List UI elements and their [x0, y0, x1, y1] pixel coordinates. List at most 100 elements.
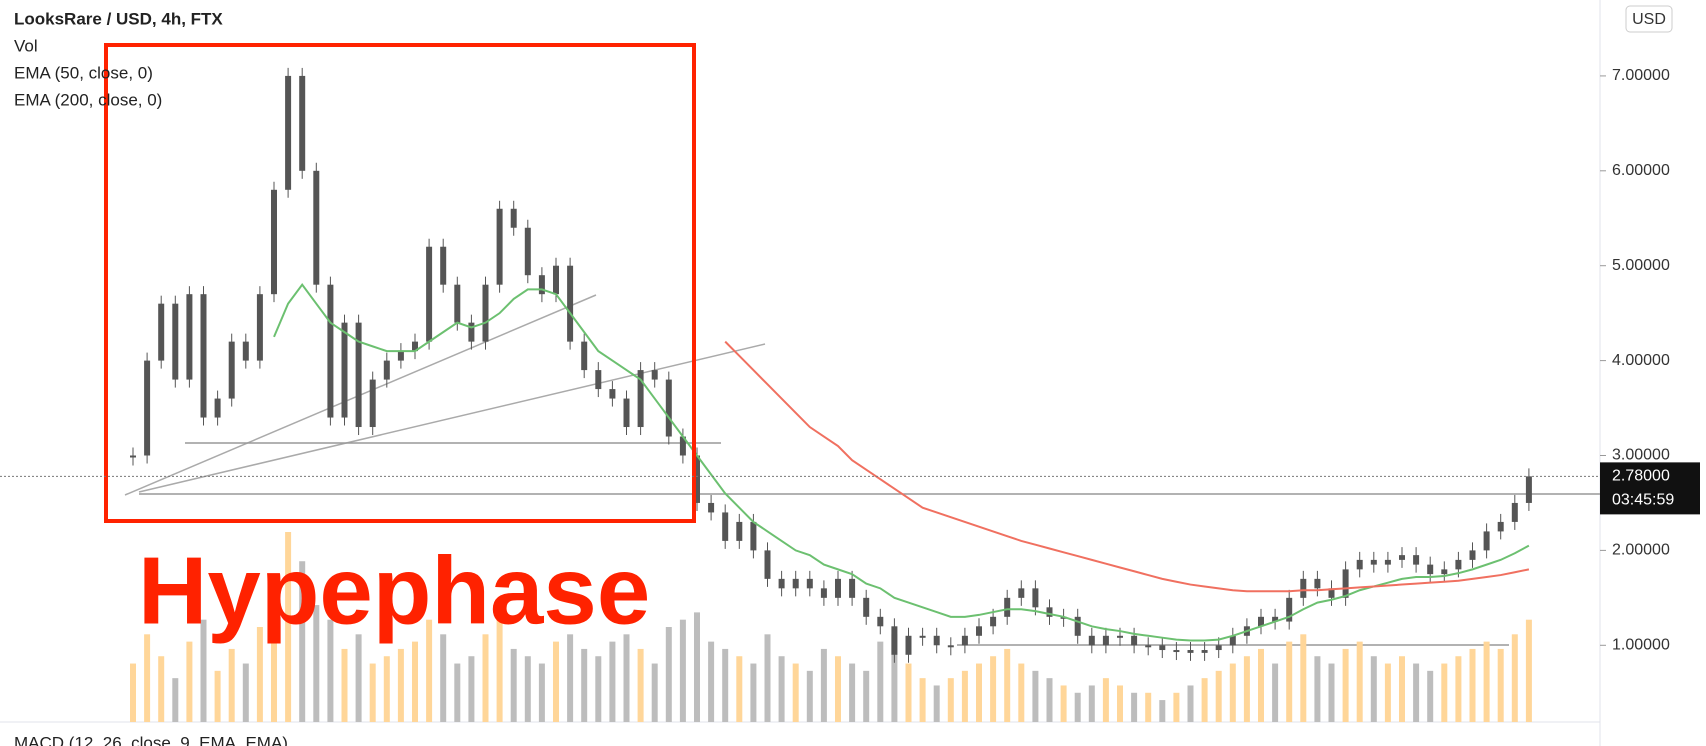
- candle: [1131, 635, 1138, 646]
- volume-bar: [1004, 648, 1011, 722]
- volume-bar: [1145, 692, 1152, 722]
- volume-bar: [708, 641, 715, 722]
- volume-bar: [242, 663, 249, 722]
- volume-bar: [947, 678, 954, 722]
- volume-bar: [1300, 634, 1307, 722]
- currency[interactable]: USD: [1632, 11, 1666, 28]
- candle: [736, 521, 743, 541]
- candle: [1032, 588, 1039, 608]
- candle: [1046, 607, 1053, 617]
- volume-bar: [835, 656, 841, 722]
- candle: [891, 626, 898, 655]
- volume-bar: [806, 670, 813, 722]
- candle: [990, 616, 997, 627]
- candle: [1215, 645, 1222, 651]
- volume-bar: [849, 663, 856, 722]
- volume-bar: [1060, 685, 1067, 722]
- volume-bar: [1187, 685, 1194, 722]
- volume-bar: [1215, 670, 1222, 722]
- volume-bar: [172, 678, 179, 722]
- volume-bar: [1314, 656, 1321, 722]
- candle: [397, 351, 404, 361]
- volume-bar: [468, 656, 475, 722]
- volume-bar: [609, 641, 616, 722]
- last-price-box: [1600, 462, 1700, 515]
- y-tick-label: 5.00000: [1612, 257, 1670, 274]
- volume-bar: [130, 663, 136, 722]
- volume-bar: [1159, 700, 1166, 722]
- volume-bar: [665, 627, 672, 722]
- trend-line: [138, 343, 766, 493]
- volume-bar: [736, 656, 743, 722]
- candle: [1356, 559, 1363, 570]
- candle: [609, 389, 616, 399]
- volume-bar: [482, 634, 489, 722]
- candle: [200, 294, 207, 418]
- volume-bar: [496, 605, 503, 722]
- macd-label: MACD (12, 26, close, 9, EMA, EMA): [14, 733, 288, 746]
- highlight-box: [104, 43, 696, 523]
- volume-bar: [1074, 692, 1081, 722]
- currency-box[interactable]: [1625, 5, 1673, 33]
- candle: [1497, 521, 1504, 532]
- candle: [1441, 569, 1448, 575]
- candle: [1201, 650, 1208, 653]
- volume-bar: [1272, 663, 1279, 722]
- candle: [933, 635, 940, 646]
- volume-bar: [905, 663, 912, 722]
- volume-bar: [327, 619, 334, 722]
- candle: [369, 379, 376, 428]
- volume-bar: [510, 648, 517, 722]
- candle: [1469, 550, 1476, 560]
- candle: [1074, 616, 1081, 636]
- candle: [186, 294, 193, 380]
- volume-bar: [144, 634, 151, 722]
- volume-bar: [186, 641, 193, 722]
- volume-bar: [1511, 634, 1518, 722]
- candle: [849, 578, 856, 598]
- candle: [510, 208, 517, 228]
- volume-bar: [1201, 678, 1208, 722]
- volume-bar: [1399, 656, 1405, 722]
- volume-bar: [1328, 663, 1335, 722]
- volume-bar: [1229, 663, 1236, 722]
- candle: [623, 398, 630, 428]
- volume-bar: [1032, 670, 1039, 722]
- volume-bar: [919, 678, 926, 722]
- volume-bar: [313, 605, 320, 722]
- volume-bar: [1088, 685, 1095, 722]
- candle: [1413, 555, 1420, 565]
- candle: [271, 189, 277, 295]
- candle: [1384, 559, 1391, 565]
- candle: [496, 208, 503, 285]
- candle: [299, 75, 306, 171]
- volume-bar: [1131, 692, 1138, 722]
- volume-bar: [426, 619, 433, 722]
- candle: [1399, 555, 1405, 560]
- volume-bar: [1356, 641, 1363, 722]
- candle: [976, 626, 982, 636]
- indicator-label: EMA (200, close, 0): [14, 90, 162, 109]
- volume-bar: [595, 656, 602, 722]
- candle: [1328, 588, 1335, 598]
- candle: [1525, 476, 1532, 503]
- candle: [214, 398, 221, 418]
- candle: [820, 588, 827, 598]
- candle: [172, 303, 179, 380]
- volume-bar: [454, 663, 461, 722]
- y-tick-label: 7.00000: [1612, 67, 1670, 84]
- candle: [722, 512, 729, 541]
- candle: [1511, 502, 1518, 522]
- volume-bar: [891, 634, 898, 722]
- candle: [355, 322, 362, 428]
- candle: [877, 616, 884, 627]
- volume-bar: [694, 612, 700, 722]
- volume-bar: [1046, 678, 1053, 722]
- candle: [947, 645, 954, 648]
- candle: [454, 284, 461, 323]
- volume-bar: [1018, 663, 1025, 722]
- last-price-label: 2.78000: [1612, 468, 1670, 485]
- volume-bar: [750, 663, 757, 722]
- candle: [764, 550, 771, 579]
- candle: [665, 379, 672, 437]
